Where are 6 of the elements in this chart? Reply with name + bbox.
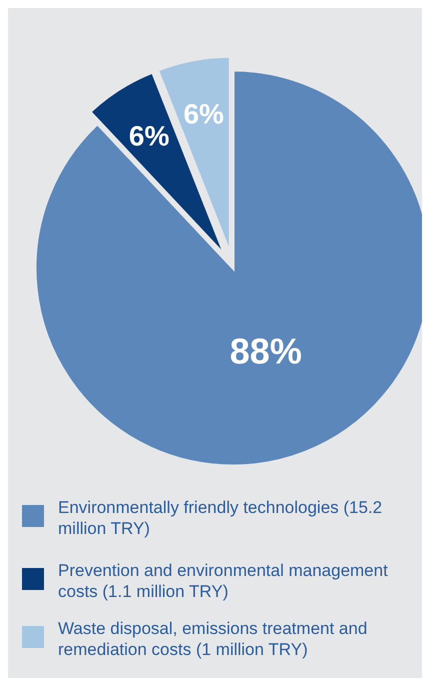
legend-label: Environmentally friendly technologies (15.2 million TRY): [58, 498, 382, 538]
legend-label: Waste disposal, emissions treatment and remediation costs (1 million TRY): [58, 619, 368, 659]
data-label: 6%: [183, 98, 224, 130]
data-label: 6%: [128, 120, 170, 152]
data-label: 88%: [230, 330, 302, 372]
legend-label: Prevention and environmental management costs (1.1 million TRY): [58, 561, 388, 601]
